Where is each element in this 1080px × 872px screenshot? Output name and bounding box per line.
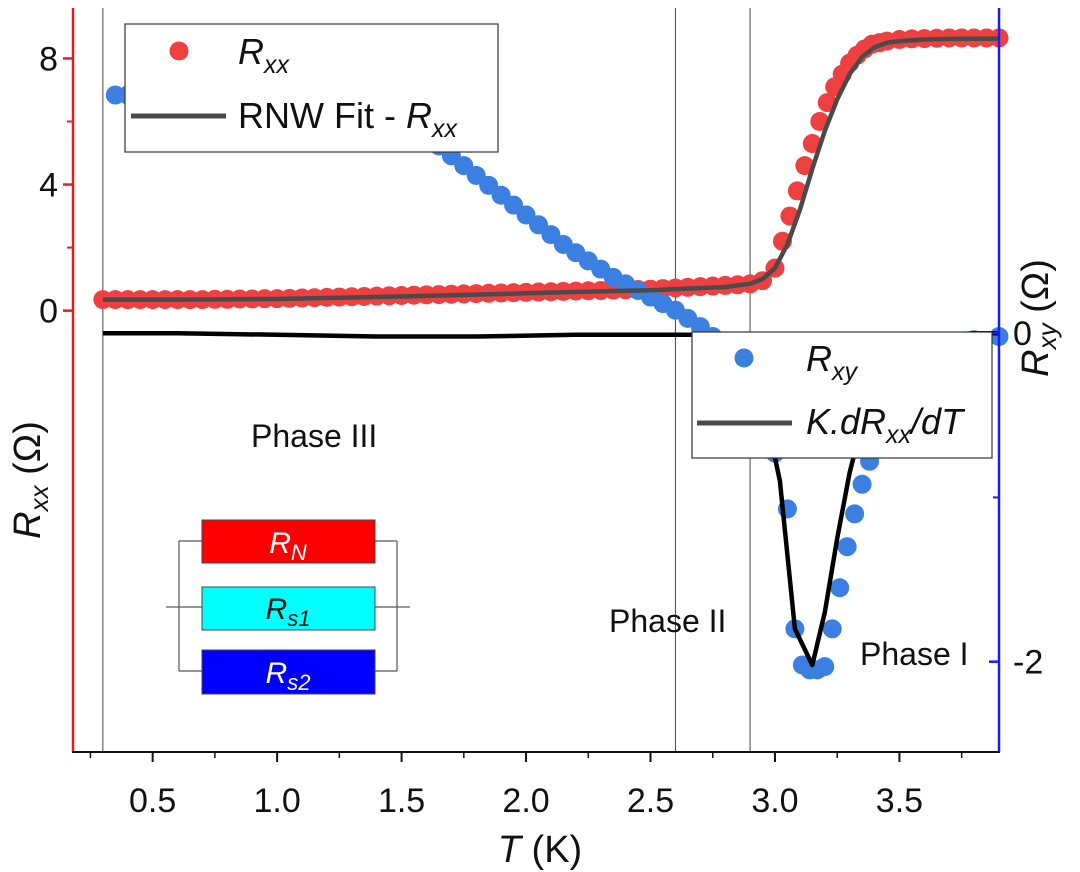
right-y-main: R bbox=[1015, 349, 1057, 376]
left-y-tick-label: 8 bbox=[39, 40, 58, 78]
left-y-tick-label: 4 bbox=[39, 167, 58, 205]
legend-top: Rxx RNW Fit - Rxx bbox=[124, 23, 499, 153]
x-tick-label: 2.0 bbox=[502, 782, 549, 820]
resistor-rn bbox=[201, 519, 376, 564]
x-tick-label: 1.0 bbox=[253, 782, 300, 820]
line-rnw-fit-rxx bbox=[102, 36, 1000, 302]
point-rxy bbox=[822, 619, 842, 639]
rs2-sub: s2 bbox=[287, 670, 310, 695]
x-axis-ticks: 0.5 1.0 1.5 2.0 2.5 3.0 3.5 bbox=[89, 752, 963, 820]
legend-fit-prefix: RNW Fit - bbox=[238, 95, 406, 136]
legend-rxx-sub: xx bbox=[263, 51, 291, 79]
annotation-phase-2: Phase II bbox=[609, 603, 726, 639]
point-rxy bbox=[815, 657, 835, 677]
left-y-axis-ticks: 0 4 8 bbox=[39, 40, 73, 331]
legend-k-prefix: K. bbox=[806, 401, 840, 442]
rs1-main: R bbox=[266, 593, 288, 626]
left-y-tick-label: 0 bbox=[39, 293, 58, 331]
legend-fit-label: RNW Fit - Rxx bbox=[238, 95, 458, 143]
right-y-tick-label: 0 bbox=[1013, 315, 1032, 353]
resistor-rs1 bbox=[201, 586, 376, 631]
right-y-unit: (Ω) bbox=[1015, 259, 1057, 323]
legend-rxy-marker bbox=[734, 348, 754, 368]
legend-rxx-main: R bbox=[238, 31, 264, 72]
right-y-sub: xy bbox=[1032, 321, 1062, 351]
x-axis-title: T (K) bbox=[498, 829, 582, 871]
legend-rxx-marker bbox=[169, 41, 189, 61]
right-y-axis-ticks: 0 -2 bbox=[989, 315, 1043, 682]
legend-fit-sub: xx bbox=[431, 115, 459, 143]
x-tick-label: 3.5 bbox=[876, 782, 923, 820]
x-tick-label: 0.5 bbox=[129, 782, 176, 820]
annotation-phase-3: Phase III bbox=[251, 418, 377, 454]
right-y-tick-label: -2 bbox=[1013, 644, 1043, 682]
point-rxy bbox=[830, 578, 850, 598]
right-y-axis-title: Rxy (Ω) bbox=[1015, 259, 1062, 377]
x-tick-label: 2.5 bbox=[627, 782, 674, 820]
series-rnw-fit-rxx bbox=[102, 36, 1000, 302]
left-y-sub: xx bbox=[24, 484, 54, 513]
resistor-rs2 bbox=[201, 649, 376, 695]
legend-right: Rxy K.dRxx/dT bbox=[691, 331, 993, 459]
resistor-rs2-label: Rs2 bbox=[266, 657, 311, 695]
rs1-sub: s1 bbox=[287, 606, 310, 631]
left-y-axis-title: Rxx (Ω) bbox=[7, 421, 54, 539]
left-y-main: R bbox=[7, 511, 49, 538]
inset-circuit: RN Rs1 Rs2 bbox=[166, 519, 410, 695]
point-rxy bbox=[837, 537, 857, 557]
legend-k-d: dR bbox=[840, 401, 886, 442]
point-rxy bbox=[845, 504, 865, 524]
x-tick-label: 3.0 bbox=[751, 782, 798, 820]
legend-rxy-label: Rxy bbox=[806, 338, 859, 386]
resistor-rs1-label: Rs1 bbox=[266, 593, 311, 631]
axes-frame bbox=[71, 8, 1001, 753]
legend-top-box bbox=[124, 23, 499, 153]
left-y-unit: (Ω) bbox=[7, 421, 49, 485]
x-axis-var: T bbox=[498, 829, 524, 871]
legend-k-suffix: /dT bbox=[908, 401, 966, 442]
annotation-phase-1: Phase I bbox=[860, 636, 969, 672]
legend-fit-main: R bbox=[406, 95, 432, 136]
legend-rxx-label: Rxx bbox=[238, 31, 291, 79]
x-axis-unit: (K) bbox=[521, 829, 582, 871]
legend-rxy-sub: xy bbox=[831, 358, 859, 386]
legend-rxy-main: R bbox=[806, 338, 832, 379]
rn-main: R bbox=[269, 527, 291, 560]
legend-k-sub: xx bbox=[885, 421, 913, 449]
point-rxy bbox=[852, 474, 872, 494]
legend-k-label: K.dRxx/dT bbox=[806, 401, 966, 449]
x-tick-label: 1.5 bbox=[378, 782, 425, 820]
resistor-rn-label: RN bbox=[269, 527, 307, 565]
rs2-main: R bbox=[266, 657, 288, 690]
rn-sub: N bbox=[291, 540, 307, 565]
